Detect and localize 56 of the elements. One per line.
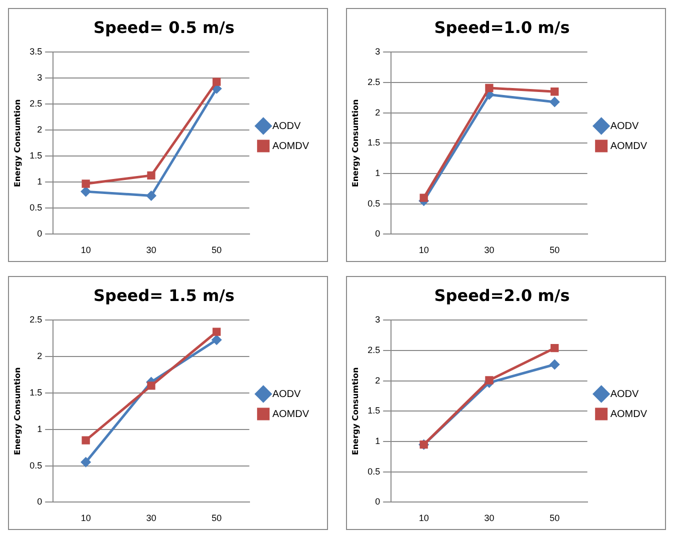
- x-tick-label: 30: [146, 245, 156, 256]
- y-tick-label: 1.5: [30, 150, 42, 161]
- y-tick-label: 1: [37, 176, 42, 187]
- y-tick-label: 1: [375, 436, 380, 446]
- y-axis-title: Energy Consumtion: [12, 98, 22, 188]
- y-tick-label: 3: [375, 314, 380, 325]
- y-tick-label: 3: [375, 46, 380, 57]
- chart-title: Speed=2.0 m/s: [434, 286, 570, 305]
- y-tick-label: 1.5: [368, 138, 380, 148]
- y-tick-label: 0: [37, 496, 42, 507]
- x-tick-label: 10: [418, 245, 429, 256]
- y-axis-title: Energy Consumtion: [350, 366, 360, 456]
- y-tick-label: 2: [375, 107, 380, 118]
- y-tick-label: 0: [37, 228, 42, 239]
- y-tick-label: 2.5: [368, 77, 380, 88]
- chart-title: Speed= 0.5 m/s: [93, 18, 235, 37]
- y-tick-label: 1.5: [30, 387, 42, 398]
- y-tick-label: 0.5: [368, 198, 380, 208]
- legend-label: AODV: [272, 120, 301, 132]
- legend-label: AOMDV: [272, 140, 310, 152]
- y-tick-label: 2: [37, 124, 42, 135]
- legend-label: AOMDV: [610, 140, 648, 152]
- y-tick-label: 2.5: [30, 98, 42, 109]
- y-tick-label: 0.5: [30, 202, 42, 213]
- y-axis-title: Energy Consumtion: [350, 98, 360, 188]
- x-tick-label: 50: [550, 513, 560, 524]
- chart-title: Speed= 1.5 m/s: [93, 286, 235, 305]
- legend-label: AODV: [272, 388, 301, 400]
- y-axis-title: Energy Consumtion: [12, 366, 22, 456]
- y-tick-label: 3: [37, 72, 42, 83]
- y-tick-label: 1: [375, 168, 380, 178]
- legend-label: AOMDV: [272, 408, 310, 420]
- y-tick-label: 2.5: [30, 314, 42, 325]
- y-tick-label: 2: [375, 375, 380, 386]
- chart-title: Speed=1.0 m/s: [434, 18, 570, 37]
- legend-label: AOMDV: [610, 408, 648, 420]
- y-tick-label: 2.5: [368, 345, 380, 356]
- x-tick-label: 30: [146, 513, 156, 524]
- y-tick-label: 0.5: [30, 460, 42, 470]
- x-tick-label: 10: [80, 245, 91, 256]
- x-tick-label: 50: [212, 513, 222, 524]
- y-tick-label: 3.5: [30, 46, 42, 57]
- x-tick-label: 10: [80, 513, 91, 524]
- y-tick-label: 1.5: [368, 406, 380, 416]
- x-tick-label: 30: [484, 245, 494, 256]
- x-tick-label: 10: [418, 513, 429, 524]
- y-tick-label: 2: [37, 351, 42, 362]
- x-tick-label: 50: [550, 245, 560, 256]
- y-tick-label: 0: [375, 228, 380, 239]
- x-tick-label: 30: [484, 513, 494, 524]
- y-tick-label: 0.5: [368, 466, 380, 476]
- y-tick-label: 1: [37, 424, 42, 434]
- y-tick-label: 0: [375, 496, 380, 507]
- x-tick-label: 50: [212, 245, 222, 256]
- legend-label: AODV: [610, 120, 639, 132]
- legend-label: AODV: [610, 388, 639, 400]
